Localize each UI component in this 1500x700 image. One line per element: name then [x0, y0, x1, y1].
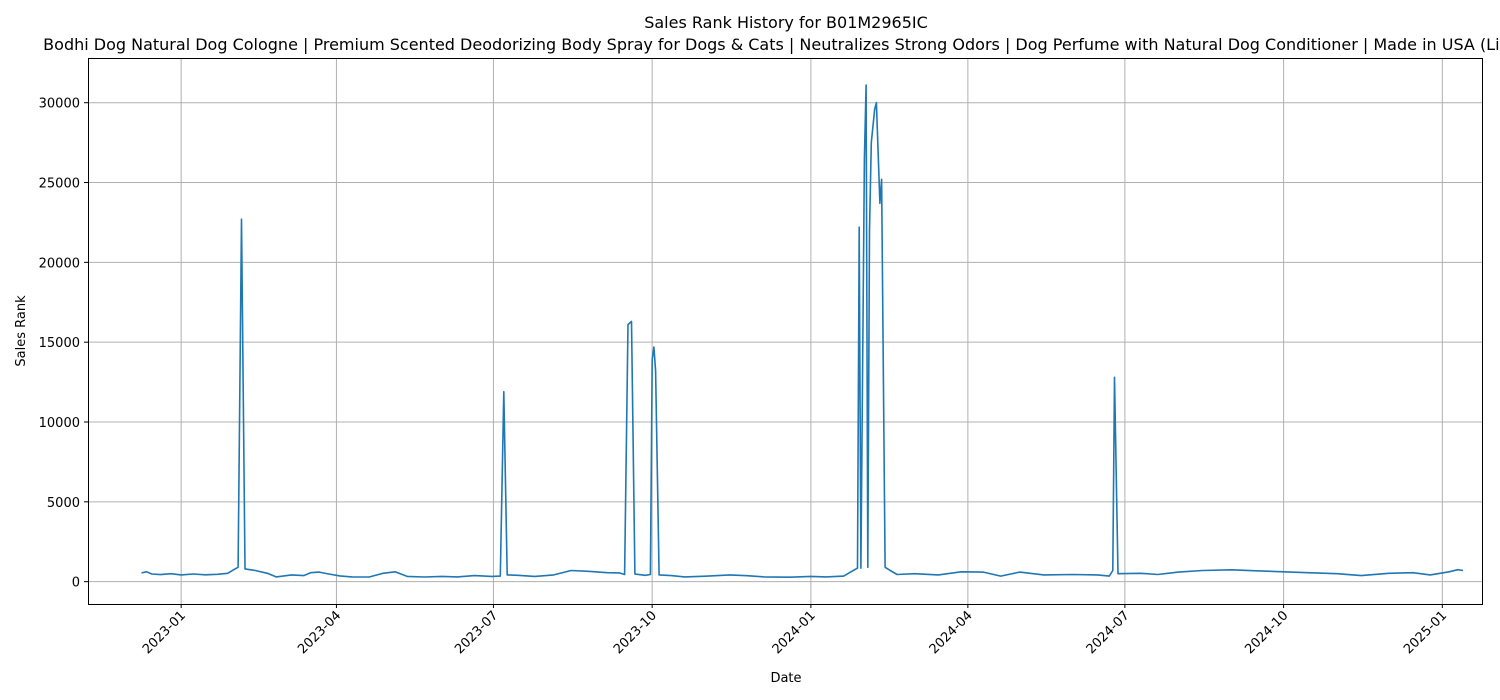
y-tick-label: 30000 — [39, 97, 80, 112]
y-axis-label: Sales Rank — [14, 295, 29, 367]
y-tick-label: 25000 — [39, 177, 80, 192]
x-tick-label: 2023-10 — [611, 608, 660, 657]
y-tick-label: 10000 — [39, 416, 80, 431]
y-tick-label: 0 — [72, 576, 80, 591]
plot-frame — [88, 58, 1483, 605]
x-tick-label: 2024-04 — [927, 608, 976, 657]
x-tick-label: 2023-01 — [140, 608, 189, 657]
x-axis-label: Date — [770, 671, 801, 686]
y-tick-label: 20000 — [39, 256, 80, 271]
sales-rank-series-line — [141, 84, 1464, 579]
y-tick-label: 15000 — [39, 336, 80, 351]
y-tick-label: 5000 — [47, 496, 80, 511]
x-tick-label: 2024-01 — [770, 608, 819, 657]
chart-subtitle: Bodhi Dog Natural Dog Cologne | Premium … — [43, 35, 1500, 54]
x-tick-label: 2024-07 — [1084, 608, 1133, 657]
axis-ticks: 0 5000 10000 15000 20000 25000 30000 2023-01 202… — [39, 97, 1451, 658]
chart-title: Sales Rank History for B01M2965IC — [644, 13, 928, 32]
x-tick-label: 2025-01 — [1401, 608, 1450, 657]
grid — [88, 58, 1482, 604]
x-tick-label: 2023-07 — [452, 608, 501, 657]
series-layer — [141, 84, 1464, 579]
x-tick-label: 2023-04 — [295, 608, 344, 657]
x-tick-label: 2024-10 — [1242, 608, 1291, 657]
